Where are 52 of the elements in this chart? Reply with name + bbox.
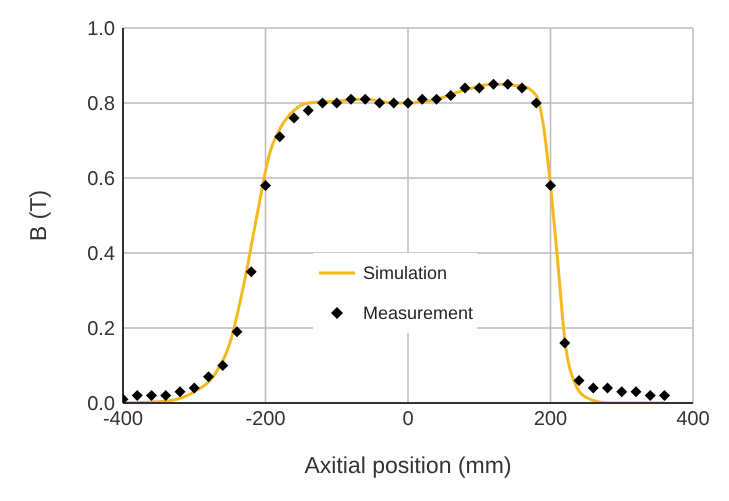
- y-tick-label: 0.0: [87, 393, 115, 416]
- point: [288, 112, 300, 124]
- point: [502, 78, 514, 90]
- point: [602, 382, 613, 394]
- point: [302, 105, 314, 116]
- point: [630, 386, 642, 398]
- point: [616, 386, 628, 398]
- point: [346, 94, 356, 105]
- x-tick-label: 0: [402, 408, 414, 430]
- point: [260, 180, 271, 191]
- point: [445, 90, 456, 101]
- point: [516, 82, 528, 94]
- x-tick-label: 200: [534, 408, 568, 430]
- point: [545, 180, 556, 191]
- y-axis-title: B (T): [25, 190, 52, 242]
- point: [659, 390, 670, 401]
- point: [559, 338, 570, 348]
- x-tick-label: -200: [245, 408, 286, 430]
- point: [188, 382, 200, 394]
- point: [132, 390, 143, 401]
- point: [203, 371, 214, 382]
- point: [474, 82, 485, 94]
- point: [488, 78, 499, 90]
- y-tick-label: 0.4: [87, 243, 115, 266]
- y-tick-label: 0.2: [87, 318, 115, 340]
- point: [416, 94, 428, 105]
- y-tick-label: 0.8: [87, 93, 115, 116]
- point: [374, 98, 385, 108]
- x-tick-label: 400: [676, 408, 710, 430]
- point: [460, 82, 470, 94]
- point: [388, 98, 400, 108]
- y-tick-label: 1.0: [87, 18, 115, 40]
- point: [360, 94, 371, 105]
- point: [146, 390, 157, 401]
- point: [574, 375, 584, 386]
- point: [160, 390, 172, 401]
- x-axis-title: Axitial position (mm): [304, 452, 512, 478]
- legend-label: Measurement: [363, 302, 474, 324]
- point: [402, 98, 414, 108]
- point: [174, 386, 186, 398]
- point: [274, 131, 286, 142]
- point: [431, 94, 442, 105]
- point: [217, 360, 228, 371]
- point: [317, 98, 328, 108]
- point: [232, 326, 242, 338]
- point: [530, 98, 542, 108]
- point: [644, 390, 656, 401]
- y-tick-label: 0.6: [87, 168, 115, 190]
- point: [331, 98, 342, 108]
- legend-label: Simulation: [363, 262, 448, 284]
- point: [246, 266, 257, 278]
- point: [588, 382, 599, 394]
